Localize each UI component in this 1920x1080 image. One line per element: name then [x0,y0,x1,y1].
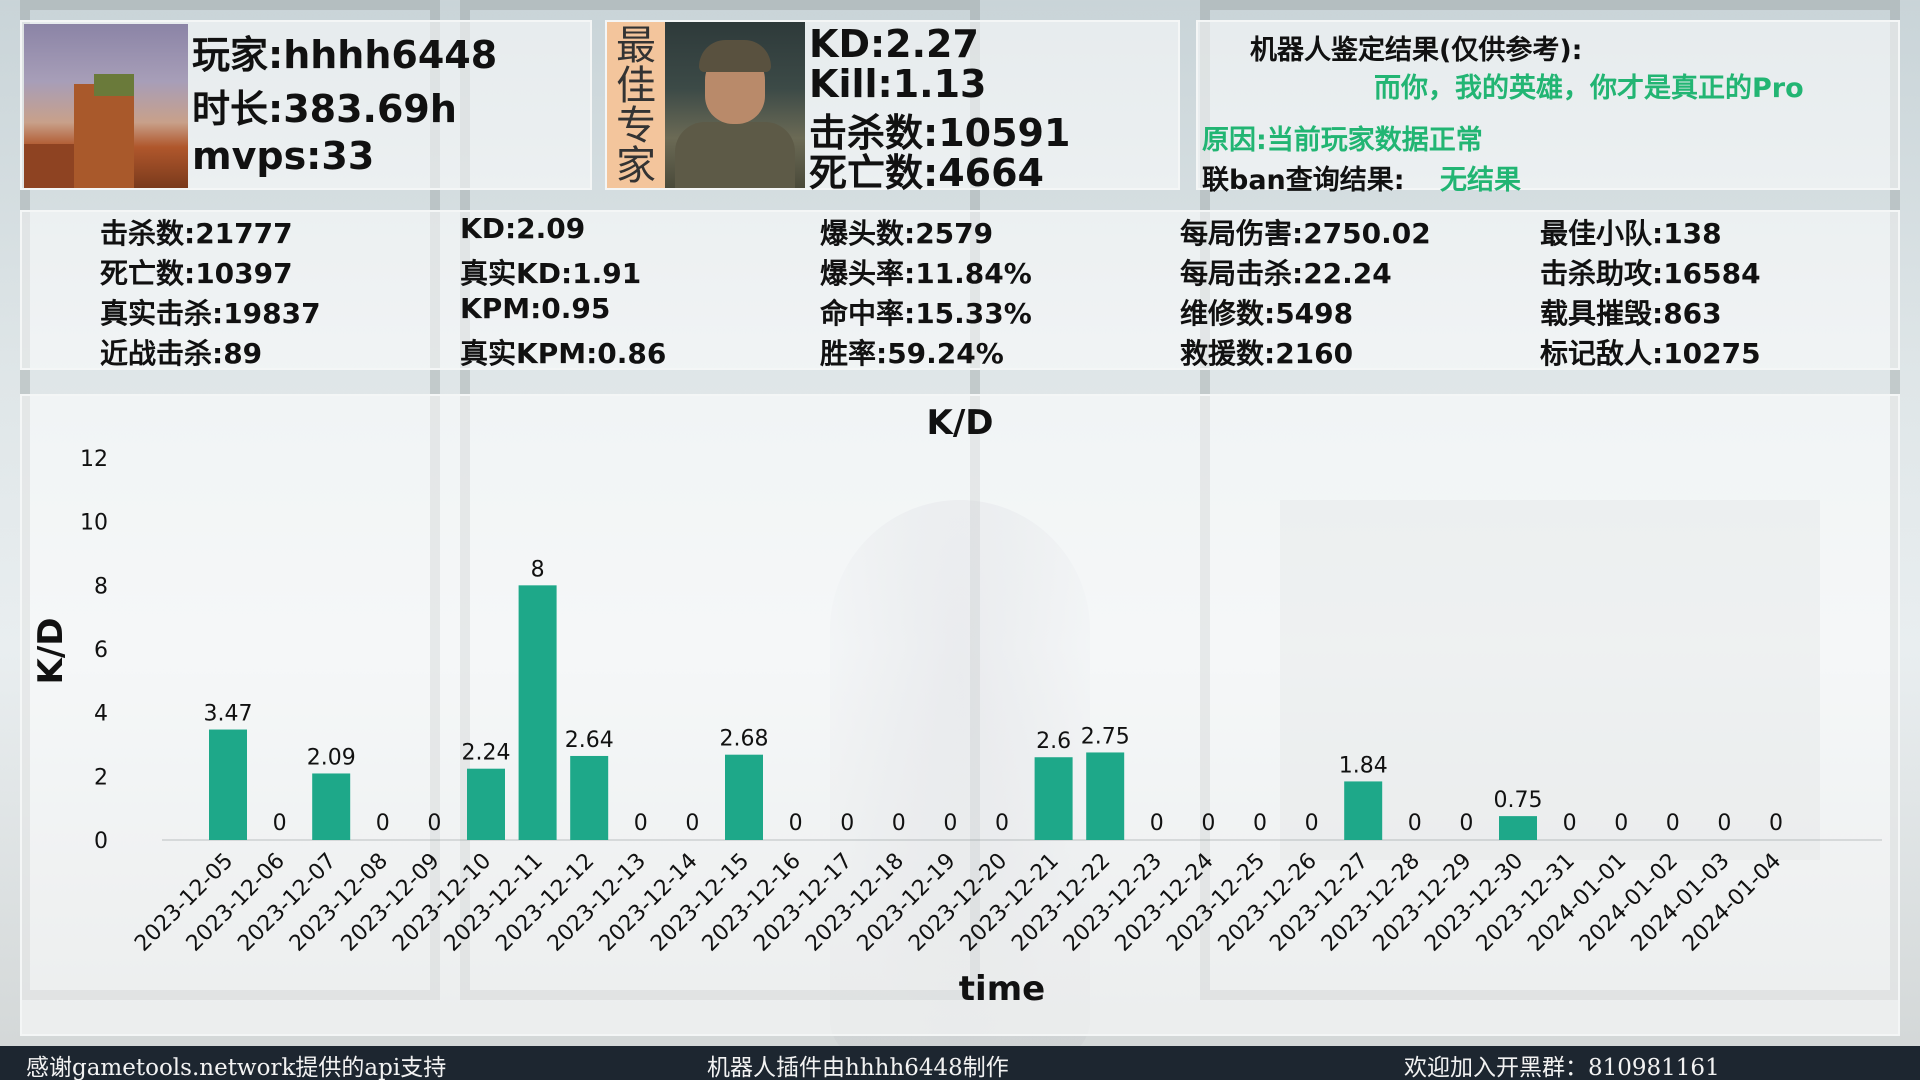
bar-value-label: 0 [1769,811,1783,836]
bar-value-label: 0 [1459,811,1473,836]
bar-value-label: 2.6 [1036,729,1071,754]
y-tick-label: 8 [94,574,108,599]
bar-value-label: 0 [634,811,648,836]
player-card: 玩家:hhhh6448 时长:383.69h mvps:33 [20,20,592,190]
stat-revives: 救援数:2160 [1180,337,1354,370]
bar-value-label: 0 [789,811,803,836]
stat-deaths: 死亡数:10397 [100,257,293,290]
bar [1086,752,1125,840]
bar-value-label: 2.68 [720,727,769,752]
bar-value-label: 3.47 [204,702,253,727]
bar-value-label: 0 [995,811,1009,836]
specialist-kill: Kill:1.13 [809,62,987,106]
stat-real-kd: 真实KD:1.91 [460,257,642,290]
bar-value-label: 0 [273,811,287,836]
bar-value-label: 0 [427,811,441,836]
y-tick-label: 0 [94,829,108,854]
player-mvps: mvps:33 [192,134,375,178]
y-tick-label: 6 [94,638,108,663]
kd-bar-chart: K/D time K/D 0246810123.472023-12-050202… [31,403,1882,1009]
specialist-label: 最佳专家 [607,22,665,188]
footer-bar: 感谢gametools.network提供的api支持 机器人插件由hhhh64… [0,1046,1920,1080]
stat-vehicles-destroyed: 载具摧毁:863 [1540,297,1722,330]
bar-value-label: 0 [1408,811,1422,836]
stat-accuracy: 命中率:15.33% [820,297,1032,330]
specialist-card: 最佳专家 KD:2.27 Kill:1.13 击杀数:10591 死亡数:466… [605,20,1180,195]
bar-value-label: 2.09 [307,745,356,770]
bar-value-label: 0 [840,811,854,836]
bar-value-label: 0 [1201,811,1215,836]
bar [1499,816,1537,840]
bar-value-label: 0 [943,811,957,836]
stat-damage-per-match: 每局伤害:2750.02 [1180,217,1431,250]
verdict-card: 机器人鉴定结果(仅供参考): 而你，我的英雄，你才是真正的Pro 原因:当前玩家… [1196,20,1900,196]
stat-kd: KD:2.09 [460,212,586,245]
footer-credit-plugin: 机器人插件由hhhh6448制作 [707,1055,1009,1080]
ban-query-label: 联ban查询结果: [1202,165,1405,196]
verdict-reason: 原因:当前玩家数据正常 [1202,125,1483,156]
bar [518,585,557,840]
bar [1344,781,1383,840]
stat-headshot-rate: 爆头率:11.84% [820,257,1032,290]
stat-kpm: KPM:0.95 [460,292,611,325]
verdict-message: 而你，我的英雄，你才是真正的Pro [1374,73,1804,104]
kd-chart-panel: K/D time K/D 0 2 4 6 8 10 12 3.47 2023-12-05 0 202… [20,394,1900,1036]
bar-value-label: 0.75 [1494,788,1543,813]
bar-value-label: 1.84 [1339,753,1388,778]
stat-repairs: 维修数:5498 [1180,297,1354,330]
stat-kill-assists: 击杀助攻:16584 [1540,257,1761,290]
y-tick-label: 12 [80,447,108,472]
y-tick-label: 4 [94,702,108,727]
stats-grid: 击杀数:21777 死亡数:10397 真实击杀:19837 近战击杀:89 K… [20,210,1900,370]
specialist-kd: KD:2.27 [809,22,979,66]
bar-value-label: 2.24 [462,741,511,766]
bar [725,754,763,840]
bar-value-label: 2.64 [565,728,614,753]
player-playtime: 时长:383.69h [192,87,457,131]
bar-value-label: 0 [685,811,699,836]
bar [209,729,247,840]
stat-real-kpm: 真实KPM:0.86 [460,337,667,370]
ban-query-result: 无结果 [1440,165,1521,196]
chart-title: K/D [927,403,994,443]
player-name: 玩家:hhhh6448 [192,33,498,77]
footer-credit-api: 感谢gametools.network提供的api支持 [26,1055,447,1080]
bar-value-label: 0 [376,811,390,836]
y-tick-label: 2 [94,765,108,790]
y-tick-label: 10 [80,511,108,536]
specialist-kills: 击杀数:10591 [809,111,1071,155]
bar [312,773,351,840]
bar-value-label: 0 [1563,811,1577,836]
stat-best-squad: 最佳小队:138 [1540,217,1722,250]
stat-real-kills: 真实击杀:19837 [100,297,321,330]
bar-value-label: 0 [1614,811,1628,836]
bar-value-label: 0 [1717,811,1731,836]
map-thumbnail [24,24,188,188]
stat-kills: 击杀数:21777 [100,217,293,250]
bar-value-label: 2.75 [1081,724,1130,749]
verdict-title: 机器人鉴定结果(仅供参考): [1250,35,1583,66]
bar-value-label: 0 [1253,811,1267,836]
bar-value-label: 8 [531,557,545,582]
bar [467,768,505,840]
stat-headshots: 爆头数:2579 [820,217,994,250]
bar [570,755,609,840]
y-axis-label: K/D [31,618,71,685]
stat-melee-kills: 近战击杀:89 [100,337,263,370]
stat-spots: 标记敌人:10275 [1540,337,1761,370]
specialist-deaths: 死亡数:4664 [809,151,1044,195]
bar-value-label: 0 [892,811,906,836]
bar-value-label: 0 [1150,811,1164,836]
x-axis-label: time [959,969,1045,1009]
bar-value-label: 0 [1305,811,1319,836]
footer-group-invite: 欢迎加入开黑群：810981161 [1404,1055,1720,1080]
stat-win-rate: 胜率:59.24% [820,337,1004,370]
bar-value-label: 0 [1666,811,1680,836]
specialist-portrait [665,22,805,188]
stat-kills-per-match: 每局击杀:22.24 [1180,257,1392,290]
bar [1034,757,1073,840]
